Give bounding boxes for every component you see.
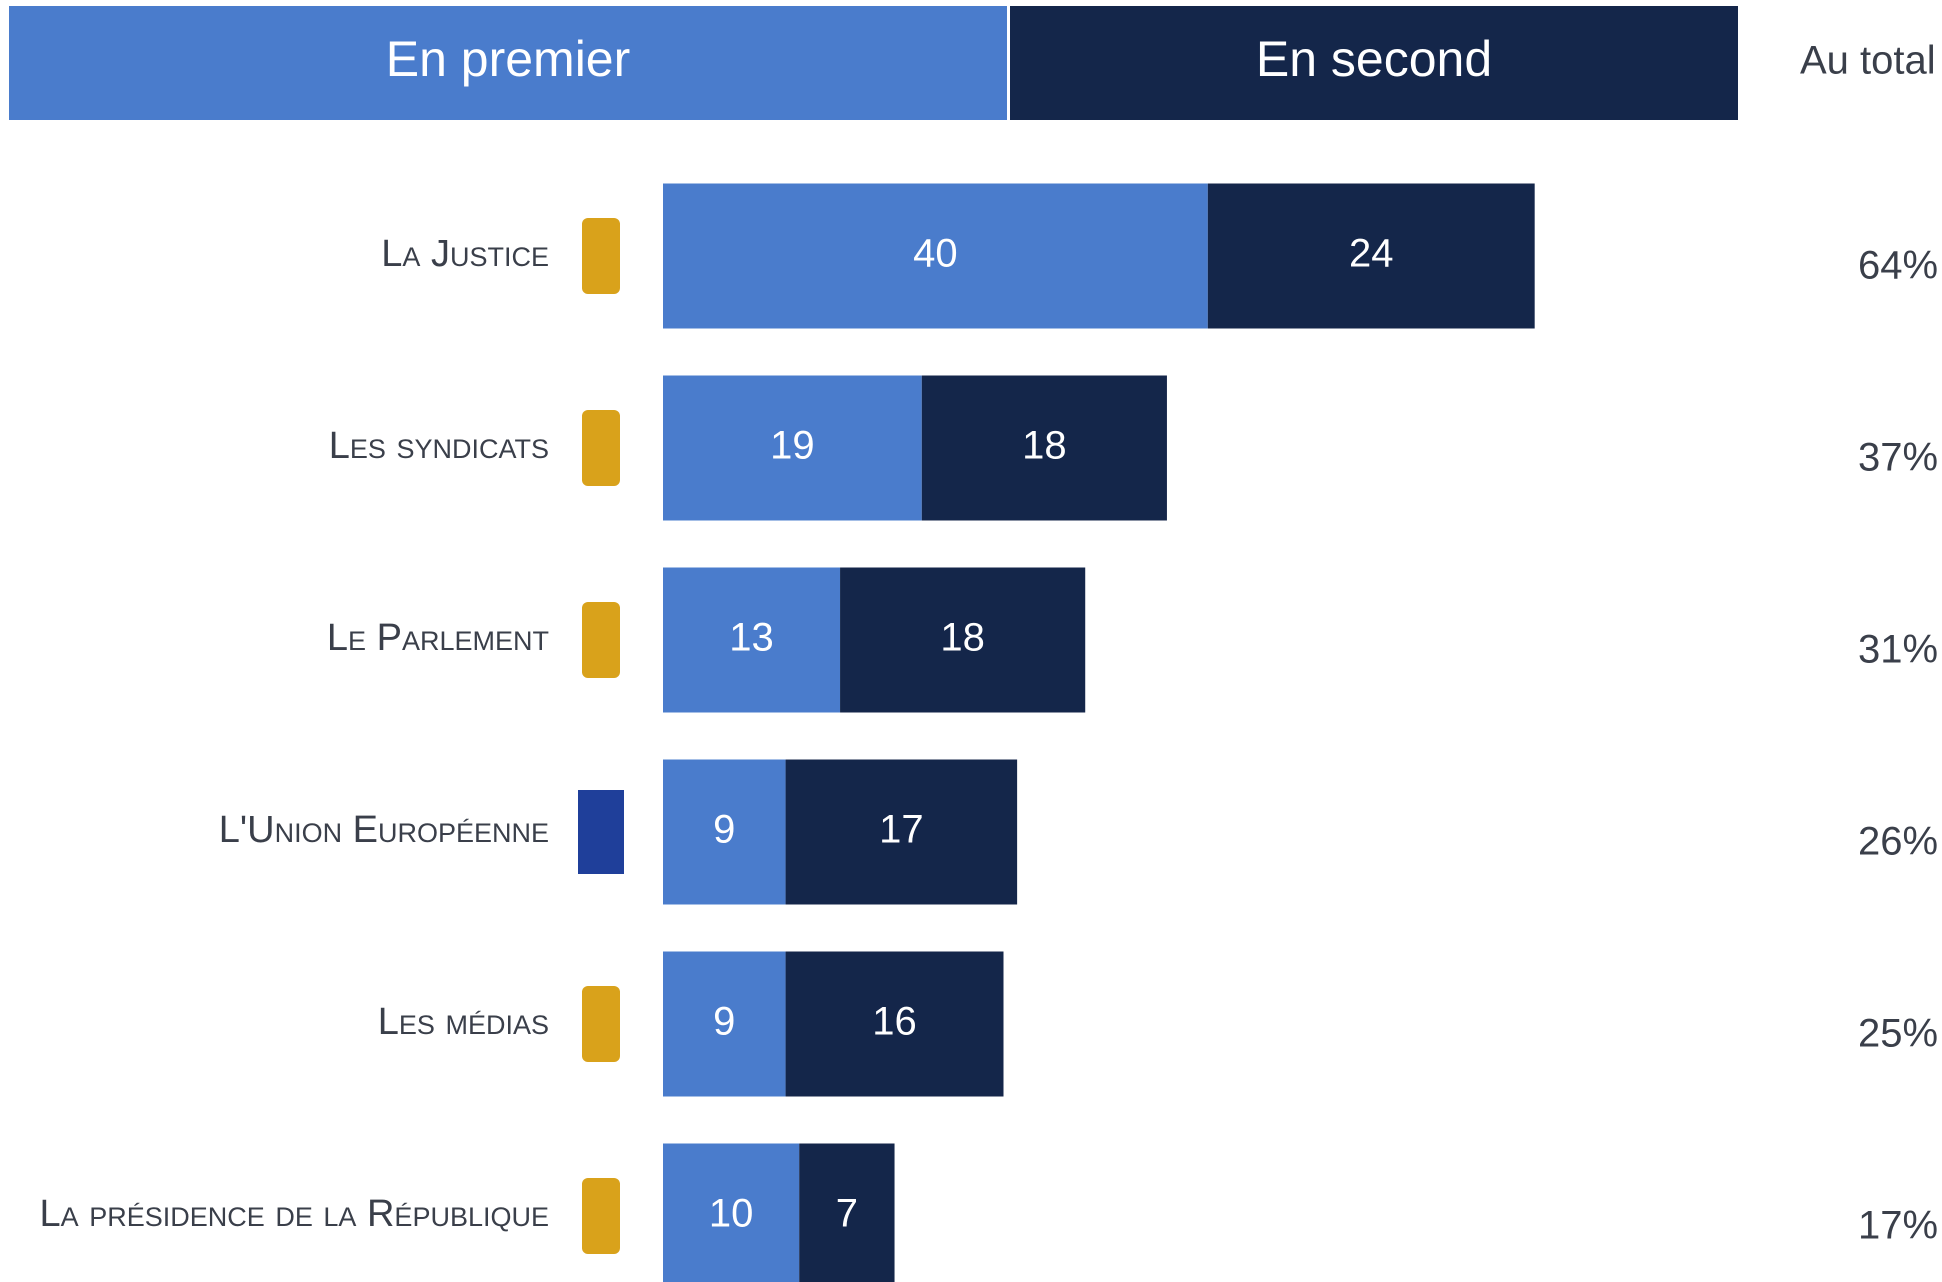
total-label: 37%	[1858, 436, 1938, 480]
bar-label: 10	[709, 1192, 754, 1236]
bar-segment	[663, 375, 922, 521]
bar-label: 9	[713, 1000, 735, 1044]
icon	[582, 218, 620, 294]
category-label: La présidence de la République	[40, 1193, 549, 1235]
icon	[582, 602, 620, 678]
bar-label: 16	[872, 1000, 917, 1044]
legend-band-first	[9, 6, 1007, 120]
category-label: Le Parlement	[327, 617, 549, 659]
bar-segment	[663, 951, 786, 1097]
total-label: 31%	[1858, 628, 1938, 672]
bar-label: 18	[940, 616, 985, 660]
total-label: 17%	[1858, 1204, 1938, 1248]
bar-label: 9	[713, 808, 735, 852]
bar-label: 40	[913, 232, 958, 276]
category-label: La Justice	[381, 233, 549, 275]
bar-label: 24	[1349, 232, 1394, 276]
icon	[582, 986, 620, 1062]
total-label: 64%	[1858, 244, 1938, 288]
bar-segment	[840, 567, 1086, 713]
bar-label: 13	[729, 616, 774, 660]
icon	[578, 790, 624, 874]
total-label: 25%	[1858, 1012, 1938, 1056]
icon	[582, 1178, 620, 1254]
category-label: Les syndicats	[329, 425, 549, 467]
category-label: Les médias	[378, 1001, 549, 1043]
bar-segment	[663, 183, 1208, 329]
bar-label: 19	[770, 424, 815, 468]
bar-segment	[663, 567, 841, 713]
bar-segment	[1207, 183, 1535, 329]
bar-segment	[799, 1143, 895, 1282]
total-label: 26%	[1858, 820, 1938, 864]
bar-label: 17	[879, 808, 924, 852]
category-label: L'Union Européenne	[219, 809, 549, 851]
legend-band-second	[1010, 6, 1738, 120]
legend-entry: En premier	[386, 31, 631, 87]
icon	[582, 410, 620, 486]
bar-segment	[663, 759, 786, 905]
bar-label: 18	[1022, 424, 1067, 468]
bar-label: 7	[836, 1192, 858, 1236]
bar-segment	[663, 1143, 800, 1282]
legend-entry: En second	[1256, 31, 1492, 87]
bar-segment	[785, 759, 1018, 905]
bar-segment	[921, 375, 1167, 521]
totals-header: Au total	[1800, 39, 1936, 83]
bar-segment	[785, 951, 1004, 1097]
